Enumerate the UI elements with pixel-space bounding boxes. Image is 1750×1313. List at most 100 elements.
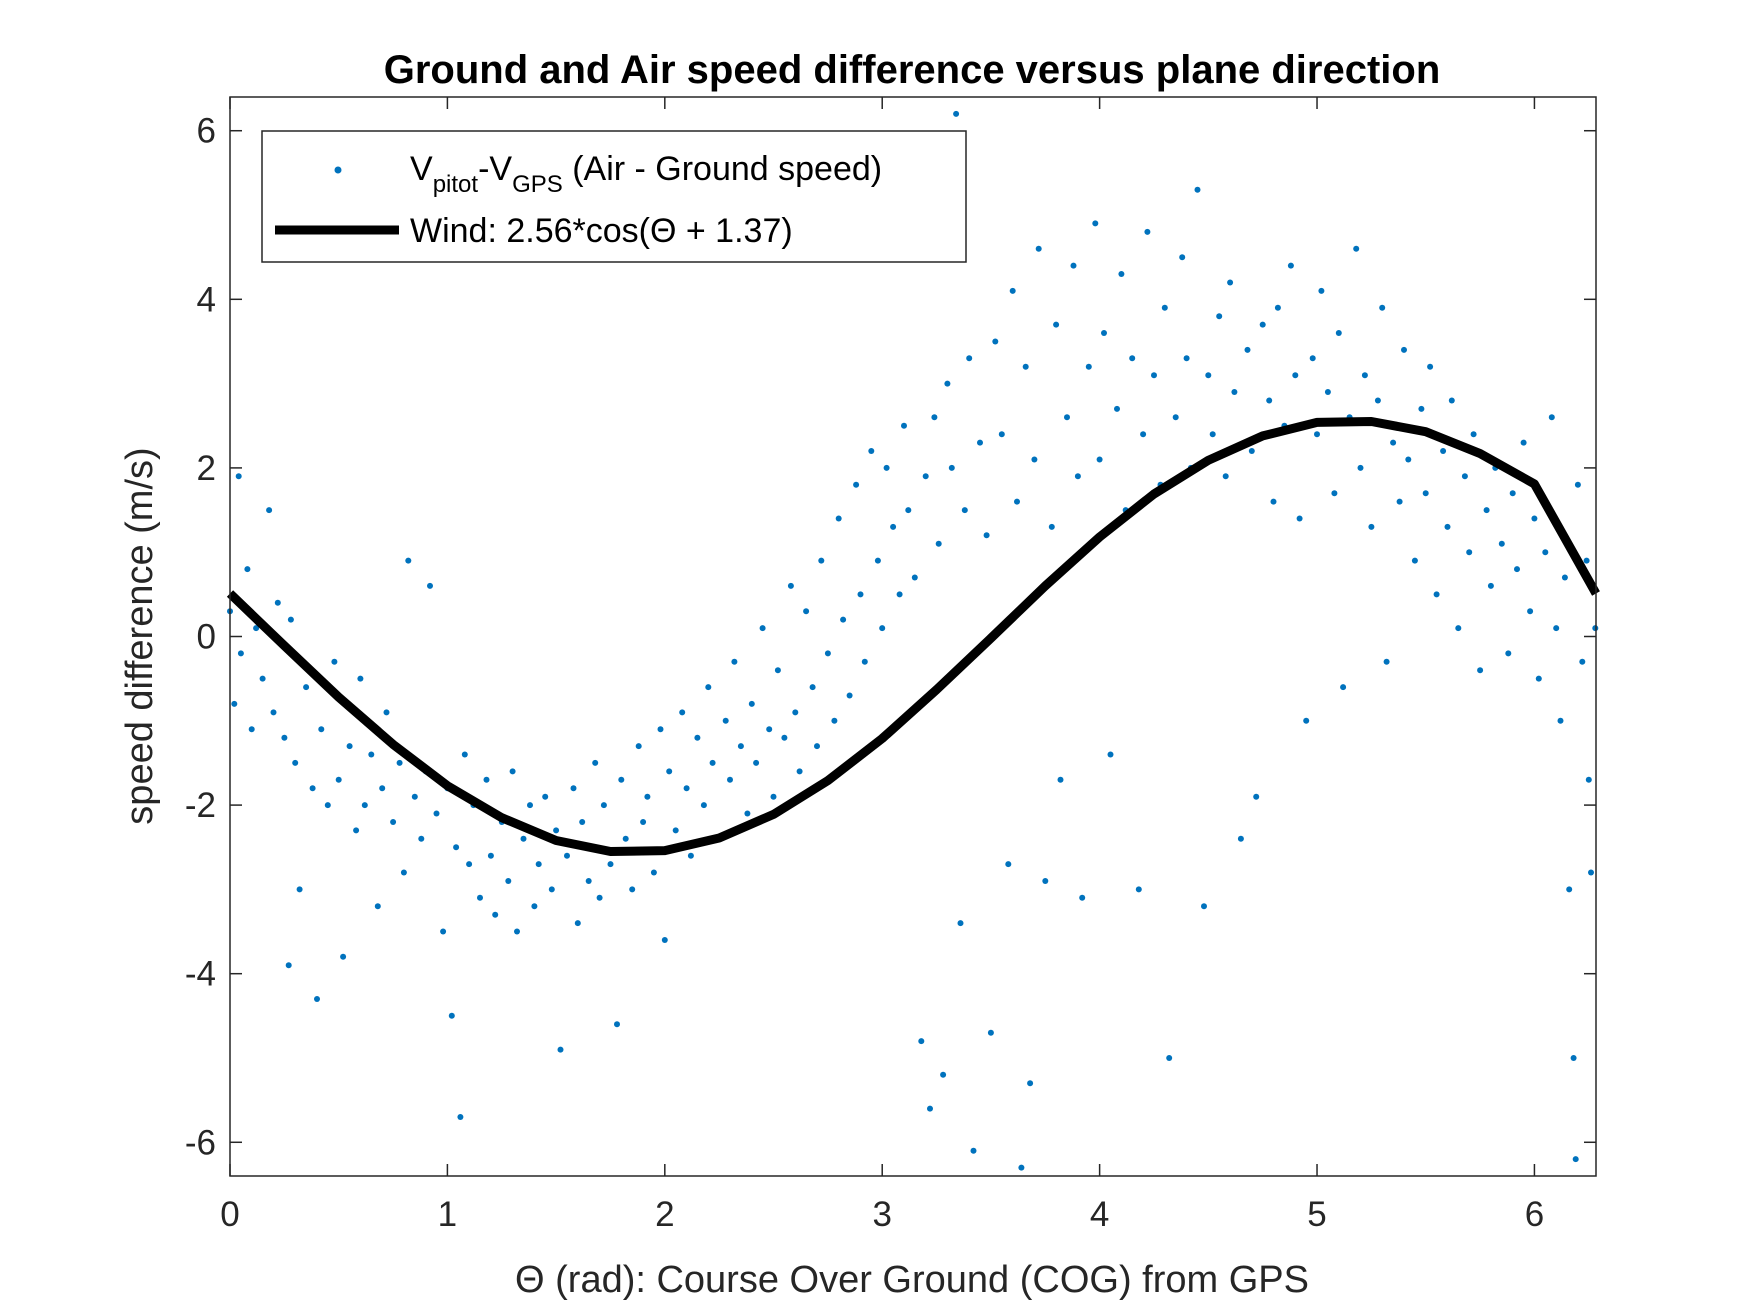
scatter-point-123 [879, 625, 886, 632]
scatter-point-127 [901, 422, 907, 429]
scatter-point-8 [266, 507, 273, 514]
scatter-point-26 [357, 675, 364, 682]
scatter-point-197 [1266, 397, 1273, 404]
scatter-point-43 [448, 1012, 455, 1019]
scatter-point-232 [1455, 625, 1462, 632]
scatter-point-81 [650, 869, 657, 876]
scatter-point-2 [235, 473, 242, 480]
x-tick-label-4: 4 [1090, 1195, 1109, 1234]
scatter-point-105 [781, 734, 788, 741]
scatter-point-141 [966, 355, 973, 362]
scatter-point-4 [244, 566, 251, 573]
scatter-point-10 [274, 599, 281, 606]
scatter-point-118 [853, 481, 860, 488]
scatter-point-214 [1357, 464, 1364, 471]
scatter-point-7 [259, 675, 266, 682]
scatter-point-169 [1114, 405, 1120, 412]
wind-fit-series [226, 417, 1600, 856]
scatter-point-161 [1070, 262, 1077, 269]
scatter-point-172 [1129, 355, 1136, 362]
scatter-point-194 [1248, 448, 1255, 454]
x-tick-label-5: 5 [1307, 1195, 1326, 1234]
scatter-point-65 [564, 852, 570, 859]
scatter-point-234 [1466, 549, 1473, 556]
scatter-point-166 [1096, 456, 1103, 463]
scatter-point-89 [694, 734, 701, 741]
scatter-point-94 [722, 717, 729, 724]
scatter-point-115 [835, 515, 842, 522]
scatter-point-230 [1444, 523, 1451, 530]
scatter-point-41 [440, 928, 447, 935]
scatter-point-61 [542, 793, 549, 800]
scatter-point-108 [796, 768, 803, 775]
scatter-point-73 [607, 861, 614, 868]
scatter-point-58 [527, 802, 533, 809]
scatter-point-84 [666, 768, 673, 775]
scatter-point-63 [553, 827, 560, 834]
scatter-point-119 [857, 591, 864, 598]
legend-label-wind: Wind: 2.56*cos(Θ + 1.37) [410, 212, 793, 250]
scatter-point-160 [1064, 414, 1070, 421]
scatter-point-125 [890, 523, 897, 530]
scatter-point-128 [905, 507, 912, 514]
scatter-point-120 [861, 658, 868, 665]
scatter-point-46 [461, 751, 468, 758]
scatter-point-101 [759, 625, 766, 632]
scatter-point-31 [383, 709, 390, 716]
scatter-point-157 [1048, 523, 1055, 530]
scatter-point-145 [987, 1029, 994, 1036]
scatter-point-62 [548, 886, 555, 893]
scatter-point-156 [1042, 878, 1049, 884]
scatter-point-95 [727, 776, 733, 783]
scatter-point-240 [1498, 540, 1505, 547]
scatter-point-222 [1401, 346, 1407, 353]
scatter-point-19 [318, 726, 325, 733]
scatter-point-208 [1324, 389, 1331, 395]
y-tick-label-6: 6 [197, 112, 216, 151]
scatter-point-75 [618, 776, 625, 783]
scatter-point-54 [505, 878, 512, 884]
scatter-point-237 [1483, 507, 1490, 514]
scatter-point-1 [231, 700, 238, 707]
scatter-point-129 [911, 574, 918, 581]
scatter-point-246 [1531, 515, 1538, 522]
x-tick-label-2: 2 [655, 1195, 674, 1234]
scatter-point-102 [766, 726, 773, 733]
scatter-point-24 [346, 743, 353, 750]
scatter-point-159 [1057, 776, 1064, 783]
scatter-point-76 [622, 835, 629, 842]
scatter-point-3 [237, 650, 244, 657]
scatter-point-181 [1179, 254, 1186, 261]
scatter-point-36 [411, 793, 418, 800]
legend-box [261, 130, 967, 263]
scatter-point-114 [831, 717, 838, 724]
y-axis-label: speed difference (m/s) [119, 447, 161, 824]
scatter-point-78 [635, 743, 642, 750]
scatter-point-52 [492, 911, 499, 918]
scatter-point-60 [535, 861, 542, 868]
scatter-point-136 [944, 380, 951, 387]
scatter-point-109 [803, 608, 810, 615]
scatter-point-228 [1433, 591, 1440, 598]
y-tick-label-0: -6 [185, 1123, 216, 1162]
scatter-point-13 [287, 616, 294, 623]
scatter-point-249 [1548, 414, 1555, 421]
scatter-point-28 [368, 751, 375, 758]
scatter-point-44 [453, 844, 460, 851]
x-tick-label-1: 1 [438, 1195, 457, 1234]
scatter-point-59 [531, 903, 538, 910]
scatter-point-189 [1222, 473, 1229, 480]
scatter-point-251 [1557, 717, 1564, 724]
scatter-point-67 [574, 920, 581, 927]
scatter-point-117 [846, 692, 853, 699]
wind-fit-line [226, 417, 1600, 856]
scatter-point-153 [1027, 1080, 1034, 1087]
scatter-point-5 [248, 726, 255, 733]
scatter-point-247 [1535, 675, 1542, 682]
scatter-point-137 [948, 464, 955, 471]
scatter-point-152 [1022, 363, 1029, 370]
scatter-point-11 [281, 734, 288, 741]
scatter-point-91 [705, 684, 712, 691]
scatter-point-225 [1418, 405, 1425, 412]
scatter-point-74 [614, 1021, 620, 1028]
